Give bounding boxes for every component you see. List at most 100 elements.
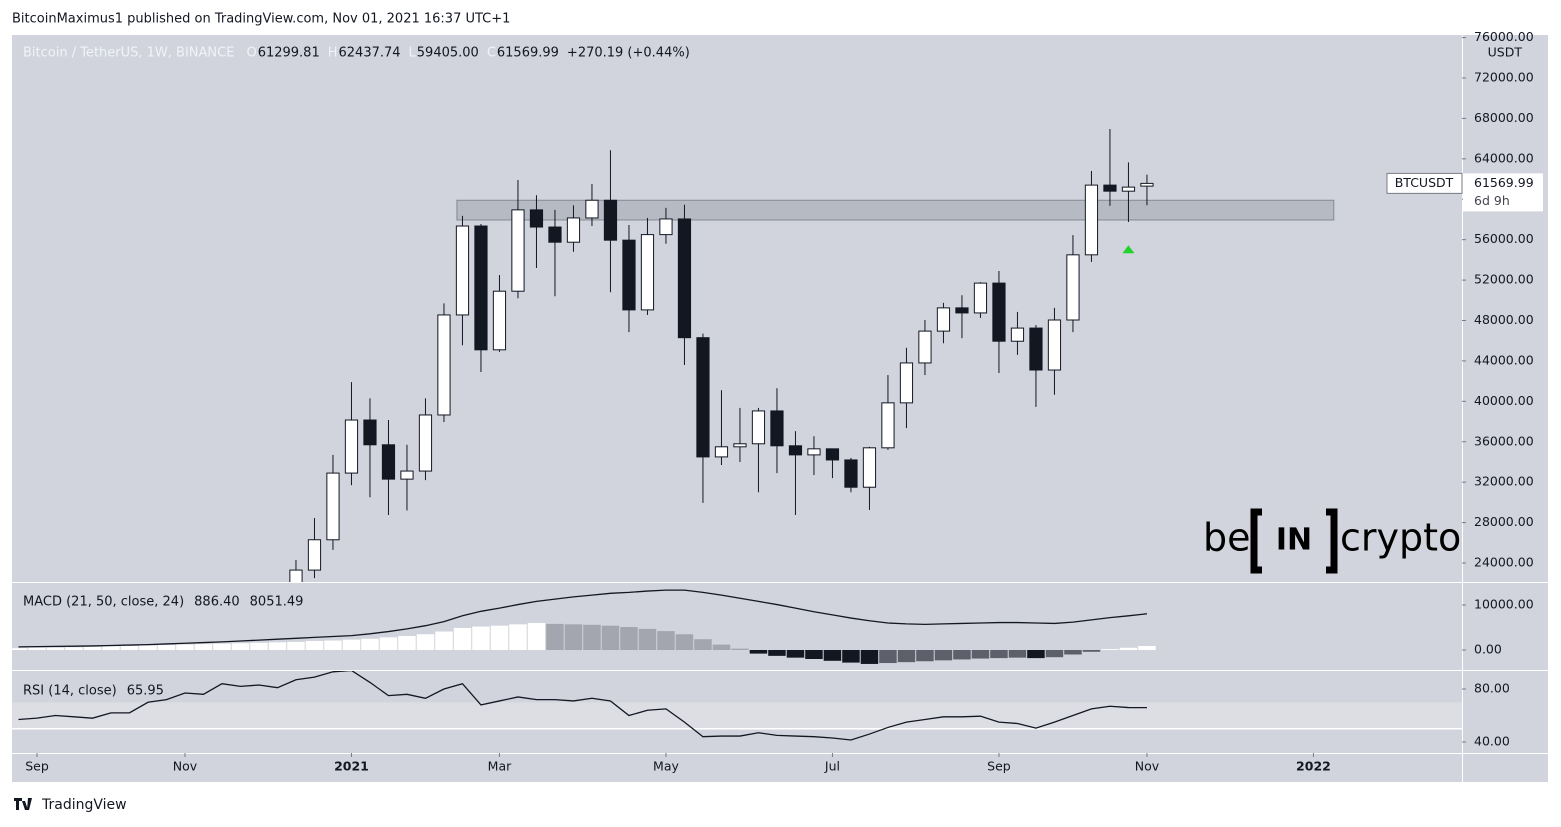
y-tick-label: 64000.00	[1474, 150, 1534, 165]
macd-histogram-bar	[287, 641, 305, 651]
candle-body	[1066, 254, 1080, 321]
macd-histogram-bar	[731, 648, 749, 651]
candle-body	[289, 569, 303, 582]
x-tick-label: Sep	[987, 759, 1011, 774]
watermark-left: be	[1203, 516, 1251, 560]
legend-value: 886.40	[194, 595, 240, 610]
y-tick-label: 52000.00	[1474, 272, 1534, 287]
publish-header: BitcoinMaximus1 published on TradingView…	[12, 12, 510, 27]
macd-histogram-bar	[490, 625, 509, 651]
candle-body	[566, 217, 581, 243]
macd-histogram-bar	[1045, 650, 1064, 658]
x-tick-label: Nov	[1135, 759, 1160, 774]
y-tick-label: 56000.00	[1474, 231, 1534, 246]
candle-body	[585, 199, 599, 219]
candle-body	[1047, 319, 1062, 371]
macd-histogram-bar	[601, 625, 620, 651]
macd-histogram-bar	[120, 645, 139, 651]
macd-histogram-bar	[453, 627, 472, 651]
macd-histogram-bar	[1027, 650, 1045, 659]
macd-histogram-bar	[1101, 649, 1119, 651]
macd-histogram-bar	[46, 647, 65, 651]
legend-label: H	[328, 46, 338, 61]
candle-body	[696, 337, 710, 458]
candle-body	[474, 225, 488, 351]
x-tick-label: 2021	[334, 759, 369, 774]
candle-body	[714, 446, 729, 458]
x-tick-label: 2022	[1296, 759, 1331, 774]
rsi-pane	[12, 671, 1462, 741]
macd-histogram-bar	[472, 626, 490, 651]
price-tag-box	[1386, 172, 1463, 194]
legend-value: 61569.99	[497, 46, 559, 61]
candle-body	[1103, 184, 1117, 192]
macd-line	[18, 589, 1148, 648]
price-tag-name: BTCUSDT	[1395, 175, 1454, 190]
candle-body	[807, 448, 821, 456]
price-pane	[289, 129, 1335, 582]
legend-title: Bitcoin / TetherUS, 1W, BINANCE	[23, 46, 234, 61]
macd-histogram-bar	[583, 624, 601, 651]
rsi-line	[18, 671, 1147, 741]
rsi-band	[12, 702, 1462, 729]
candle-body	[973, 282, 988, 314]
candle-body	[1140, 182, 1154, 187]
macd-histogram-bar	[1119, 647, 1138, 651]
legend-value: 59405.00	[417, 46, 479, 61]
macd-pane	[12, 589, 1156, 664]
candle-body	[1084, 184, 1099, 256]
macd-histogram-bar	[879, 650, 897, 664]
candle-body	[1029, 327, 1043, 371]
candle-body	[862, 447, 877, 488]
macd-histogram-bar	[342, 639, 361, 651]
y-tick-label: 40.00	[1474, 734, 1510, 749]
candle-body	[622, 239, 636, 311]
signal-arrow	[1122, 245, 1135, 254]
y-tick-label: 48000.00	[1474, 312, 1534, 327]
macd-histogram-bar	[435, 631, 453, 651]
candle-body	[511, 209, 525, 292]
candle-body	[381, 444, 396, 480]
legend-label: L	[409, 46, 417, 61]
macd-histogram-bar	[305, 641, 324, 651]
macd-histogram-bar	[509, 624, 527, 651]
candle-body	[344, 419, 359, 474]
candle-body	[455, 225, 470, 316]
macd-histogram-bar	[268, 642, 287, 651]
y-tick-label: 0.00	[1474, 642, 1502, 657]
candle-body	[899, 362, 914, 404]
watermark-right: crypto	[1340, 516, 1461, 560]
candle-body	[1010, 327, 1025, 342]
macd-histogram-bar	[638, 628, 657, 651]
candle-body	[418, 414, 433, 472]
macd-histogram-bar	[805, 650, 823, 660]
macd-histogram-bar	[157, 645, 176, 651]
legend-label: C	[487, 46, 496, 61]
candle-body	[307, 539, 322, 571]
macd-histogram-bar	[953, 650, 971, 660]
macd-histogram-bar	[28, 647, 46, 651]
candle-body	[751, 410, 766, 445]
candle-body	[770, 410, 784, 447]
macd-histogram-bar	[1138, 646, 1156, 651]
candle-body	[1121, 186, 1136, 192]
y-tick-label: 68000.00	[1474, 110, 1534, 125]
candle-body	[788, 445, 803, 456]
legend-change: +270.19 (+0.44%)	[567, 46, 690, 61]
y-tick-label: 44000.00	[1474, 352, 1534, 367]
y-tick-label: 36000.00	[1474, 433, 1534, 448]
y-tick-label: 28000.00	[1474, 514, 1534, 529]
macd-histogram-bar	[65, 647, 83, 651]
macd-histogram-bar	[213, 643, 231, 651]
y-unit: USDT	[1488, 45, 1523, 60]
legend-label: O	[246, 46, 256, 61]
candle-body	[733, 443, 747, 448]
candle-body	[363, 419, 377, 446]
legend-value: 65.95	[127, 684, 164, 699]
y-tick-label: 80.00	[1474, 681, 1510, 696]
macd-histogram-bar	[897, 650, 916, 663]
macd-histogram-bar	[1082, 650, 1101, 652]
macd-histogram-bar	[546, 623, 564, 651]
x-tick-label: Jul	[824, 759, 840, 774]
macd-histogram-bar	[712, 644, 731, 651]
